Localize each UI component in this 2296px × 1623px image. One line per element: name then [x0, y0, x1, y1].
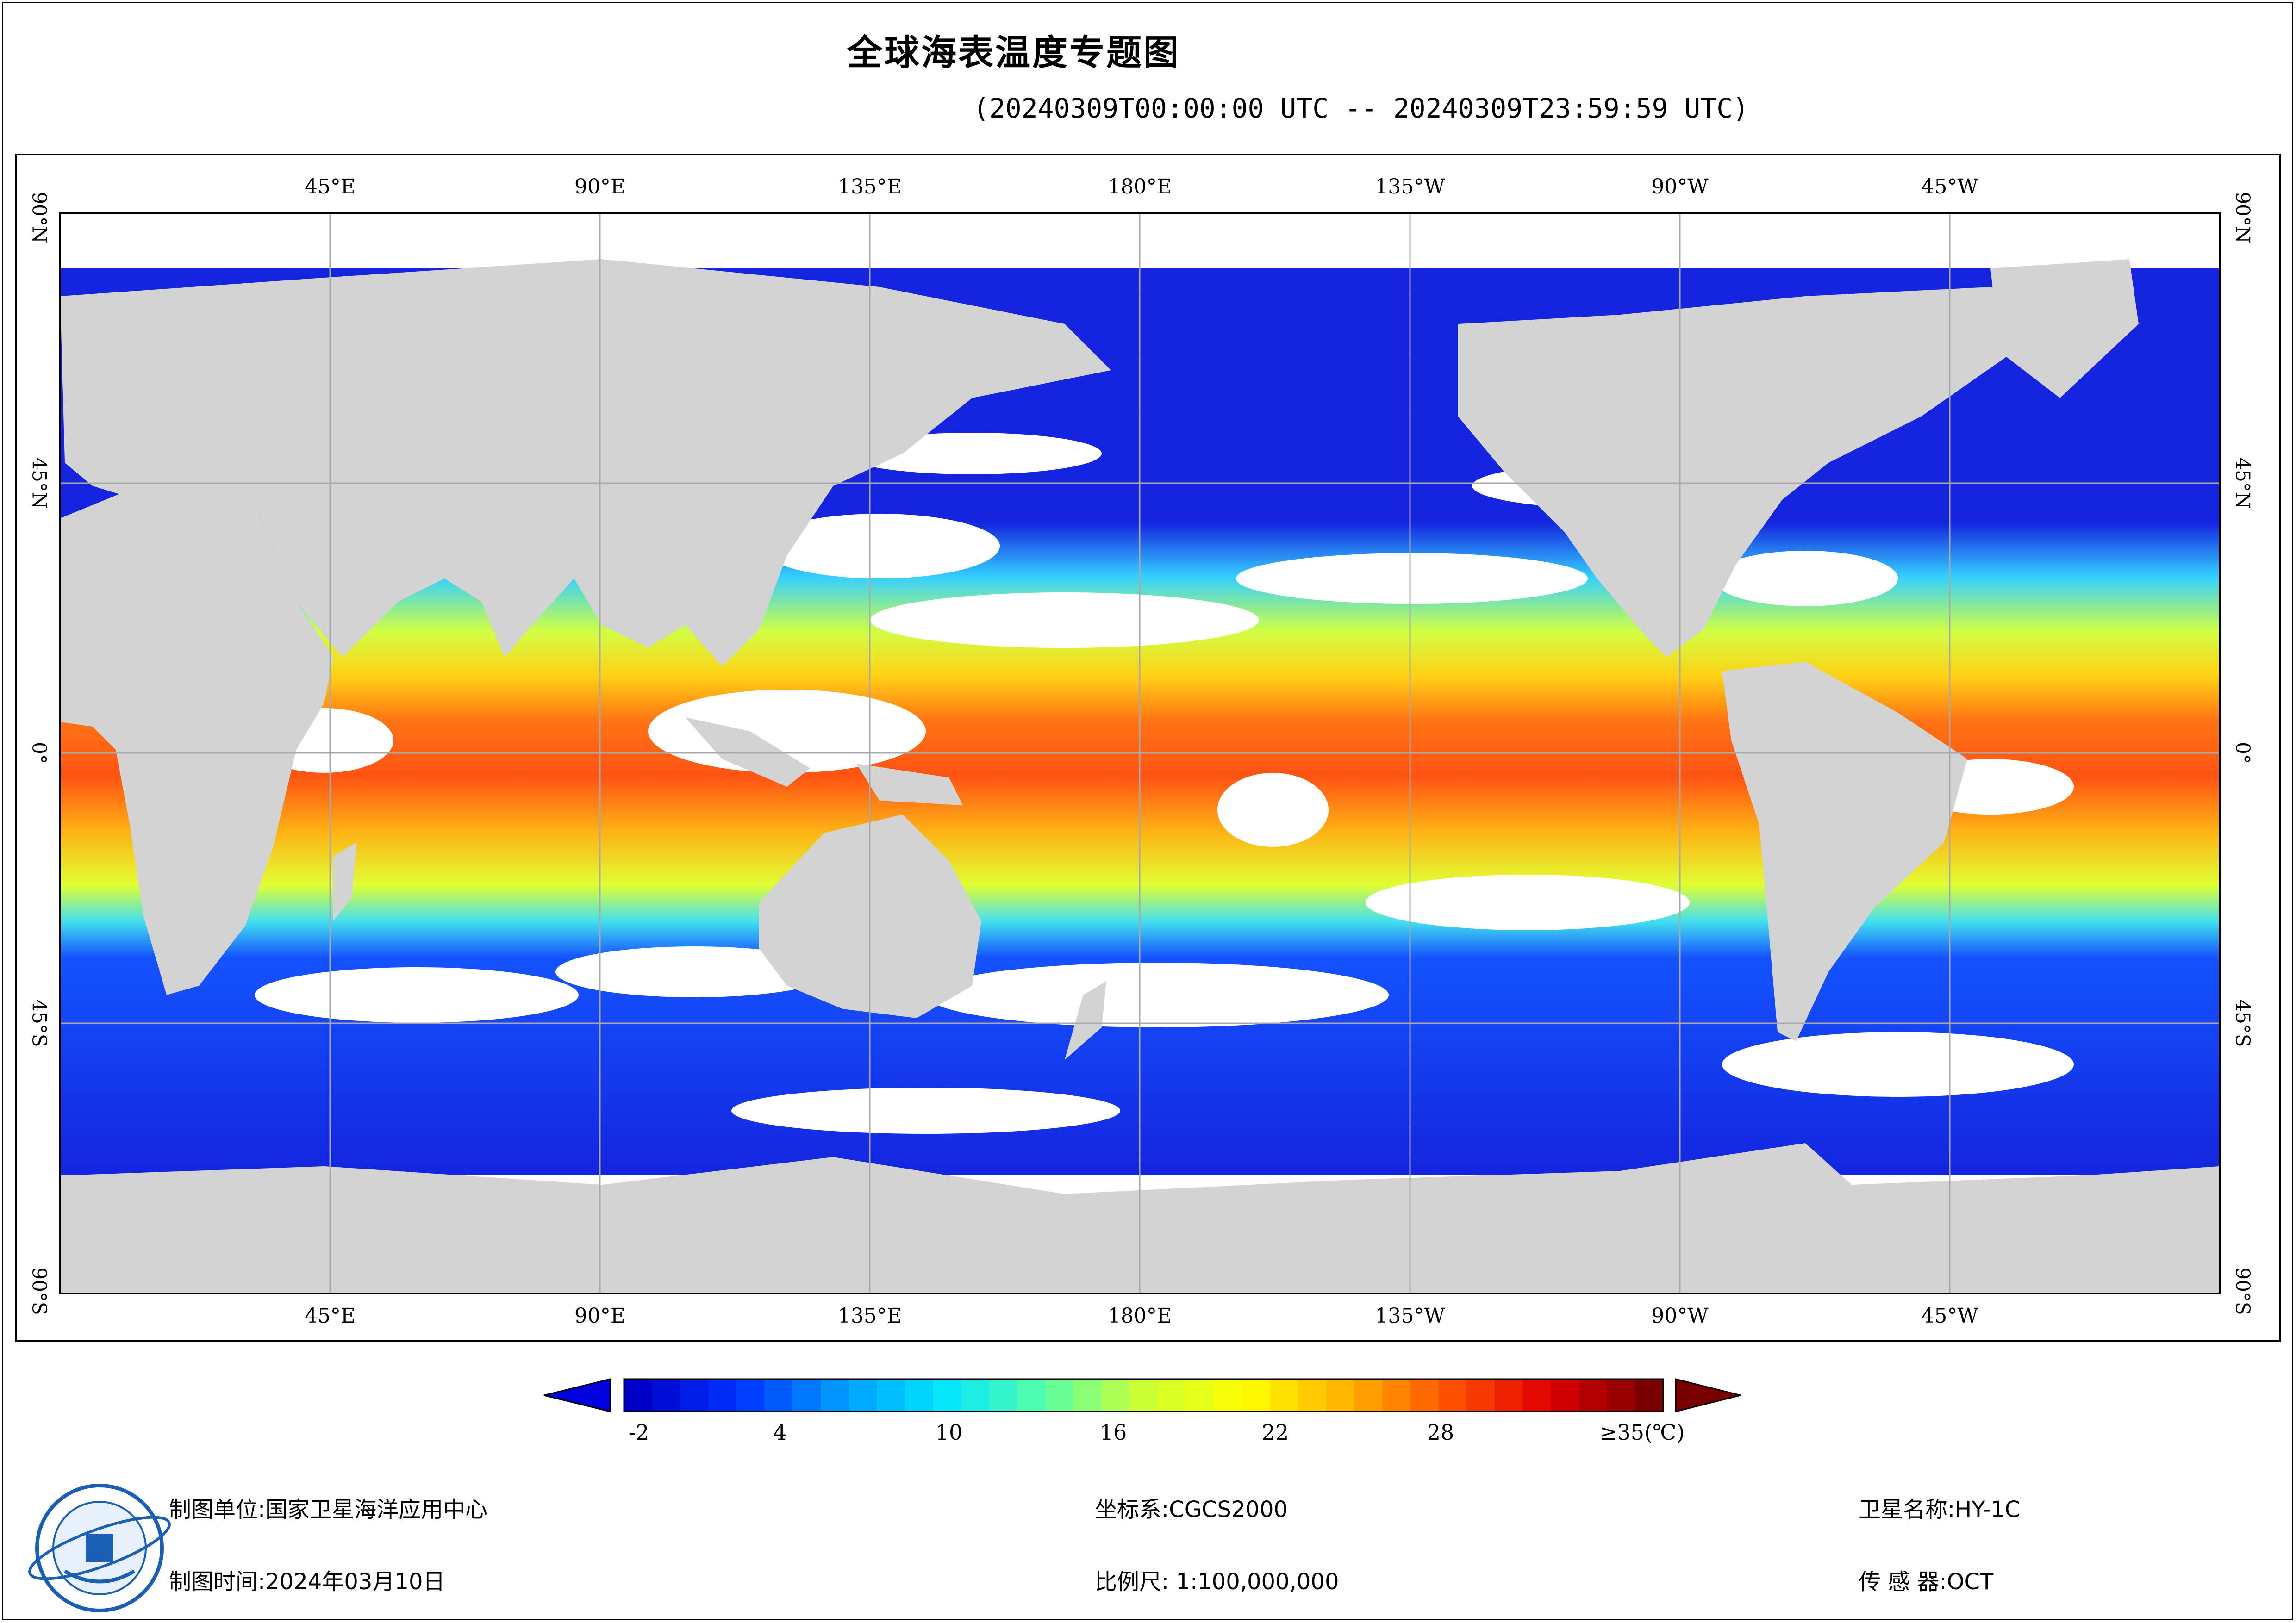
colorbar-cell [764, 1379, 793, 1412]
colorbar-cell [652, 1379, 681, 1412]
lat-label: 90°S [2231, 1267, 2254, 1315]
colorbar-min-arrow [543, 1378, 611, 1412]
lat-label: 90°N [28, 192, 51, 243]
colorbar-cell [1438, 1379, 1467, 1412]
colorbar [543, 1378, 1741, 1412]
lon-label: 180°E [1107, 1304, 1172, 1328]
lon-label: 45°W [1921, 1304, 1978, 1328]
land-eurasia [60, 259, 1111, 666]
lat-label: 45°S [2231, 999, 2254, 1047]
lat-label: 90°N [2231, 192, 2254, 243]
colorbar-cell [1494, 1379, 1523, 1412]
colorbar-cell [708, 1379, 737, 1412]
colorbar-cell [1242, 1379, 1271, 1412]
cloud-mask [255, 433, 2074, 1134]
colorbar-cell [1354, 1379, 1383, 1412]
colorbar-cell [680, 1379, 709, 1412]
colorbar-max-arrow [1675, 1378, 1741, 1412]
map-title: 全球海表温度专题图 [847, 32, 1180, 73]
colorbar-cell [1045, 1379, 1074, 1412]
lon-label: 180°E [1107, 175, 1172, 199]
sensor-name: 传 感 器:OCT [1859, 1569, 1994, 1595]
colorbar-cell [989, 1379, 1018, 1412]
colorbar-cell [1073, 1379, 1102, 1412]
colorbar-cell [1017, 1379, 1046, 1412]
land-africa [60, 486, 333, 995]
lat-label: 45°N [28, 457, 51, 509]
mapping-unit: 制图单位:国家卫星海洋应用中心 [169, 1497, 488, 1523]
lat-label: 90°S [28, 1267, 51, 1315]
colorbar-cell [1185, 1379, 1215, 1412]
lon-label: 45°W [1921, 175, 1978, 199]
colorbar-cell [1214, 1379, 1242, 1412]
lat-label: 0° [28, 742, 51, 764]
colorbar-max-label: ≥35(℃) [1599, 1420, 1685, 1445]
colorbar-cell [1635, 1379, 1664, 1412]
lat-label: 45°S [28, 999, 51, 1047]
colorbar-cell [1522, 1379, 1552, 1412]
colorbar-cell [736, 1379, 765, 1412]
colorbar-cell [1298, 1379, 1327, 1412]
colorbar-cell [1326, 1379, 1355, 1412]
colorbar-cell [933, 1379, 962, 1412]
colorbar-cells [624, 1379, 1664, 1412]
mapping-date: 制图时间:2024年03月10日 [169, 1569, 445, 1595]
land-maritime-continent [685, 717, 810, 787]
graticule [60, 213, 2220, 1293]
lon-label: 135°E [837, 1304, 902, 1328]
lat-label: 45°N [2231, 457, 2254, 509]
lon-label: 135°W [1375, 1304, 1445, 1328]
colorbar-cell [849, 1379, 878, 1412]
colorbar-cell [905, 1379, 934, 1412]
colorbar-tick-label: 28 [1427, 1420, 1454, 1445]
lon-label: 90°W [1651, 1304, 1709, 1328]
nsoas-logo-icon [28, 1484, 171, 1612]
lon-label: 135°W [1375, 175, 1445, 199]
land-new-zealand [1065, 981, 1106, 1060]
lon-label: 45°E [304, 1304, 356, 1328]
lat-label: 0° [2231, 742, 2254, 764]
colorbar-border [623, 1378, 1664, 1412]
colorbar-cell [1382, 1379, 1411, 1412]
colorbar-tick-label: -2 [628, 1420, 649, 1445]
colorbar-cell [1157, 1379, 1186, 1412]
land-north-america [1458, 287, 2074, 657]
colorbar-cell [624, 1379, 653, 1412]
lon-label: 135°E [837, 175, 902, 199]
land-madagascar [333, 842, 356, 921]
land-new-guinea [856, 764, 963, 805]
colorbar-cell [1270, 1379, 1299, 1412]
map-frame [15, 154, 2281, 1342]
map-subtitle: (20240309T00:00:00 UTC -- 20240309T23:59… [973, 93, 1749, 124]
map-inner-border [59, 212, 2221, 1294]
colorbar-tick-label: 10 [935, 1420, 963, 1445]
lon-label: 90°E [574, 1304, 626, 1328]
map-scale: 比例尺: 1:100,000,000 [1095, 1569, 1339, 1595]
land-south-america [1722, 662, 1967, 1041]
lon-label: 45°E [304, 175, 356, 199]
colorbar-cell [1101, 1379, 1130, 1412]
lon-label: 90°W [1651, 175, 1709, 199]
colorbar-cell [792, 1379, 821, 1412]
lon-label: 90°E [574, 175, 626, 199]
coordinate-system: 坐标系:CGCS2000 [1095, 1497, 1288, 1523]
colorbar-tick-label: 16 [1099, 1420, 1127, 1445]
colorbar-cell [1578, 1379, 1608, 1412]
colorbar-cell [820, 1379, 849, 1412]
colorbar-cell [961, 1379, 990, 1412]
colorbar-cell [877, 1379, 905, 1412]
colorbar-cell [1410, 1379, 1439, 1412]
colorbar-cell [1551, 1379, 1579, 1412]
colorbar-cell [1129, 1379, 1158, 1412]
colorbar-tick-label: 22 [1261, 1420, 1289, 1445]
colorbar-cell [1466, 1379, 1495, 1412]
land-greenland [1990, 259, 2139, 398]
satellite-name: 卫星名称:HY-1C [1859, 1497, 2021, 1523]
colorbar-cell [1607, 1379, 1636, 1412]
colorbar-tick-label: 4 [773, 1420, 787, 1445]
